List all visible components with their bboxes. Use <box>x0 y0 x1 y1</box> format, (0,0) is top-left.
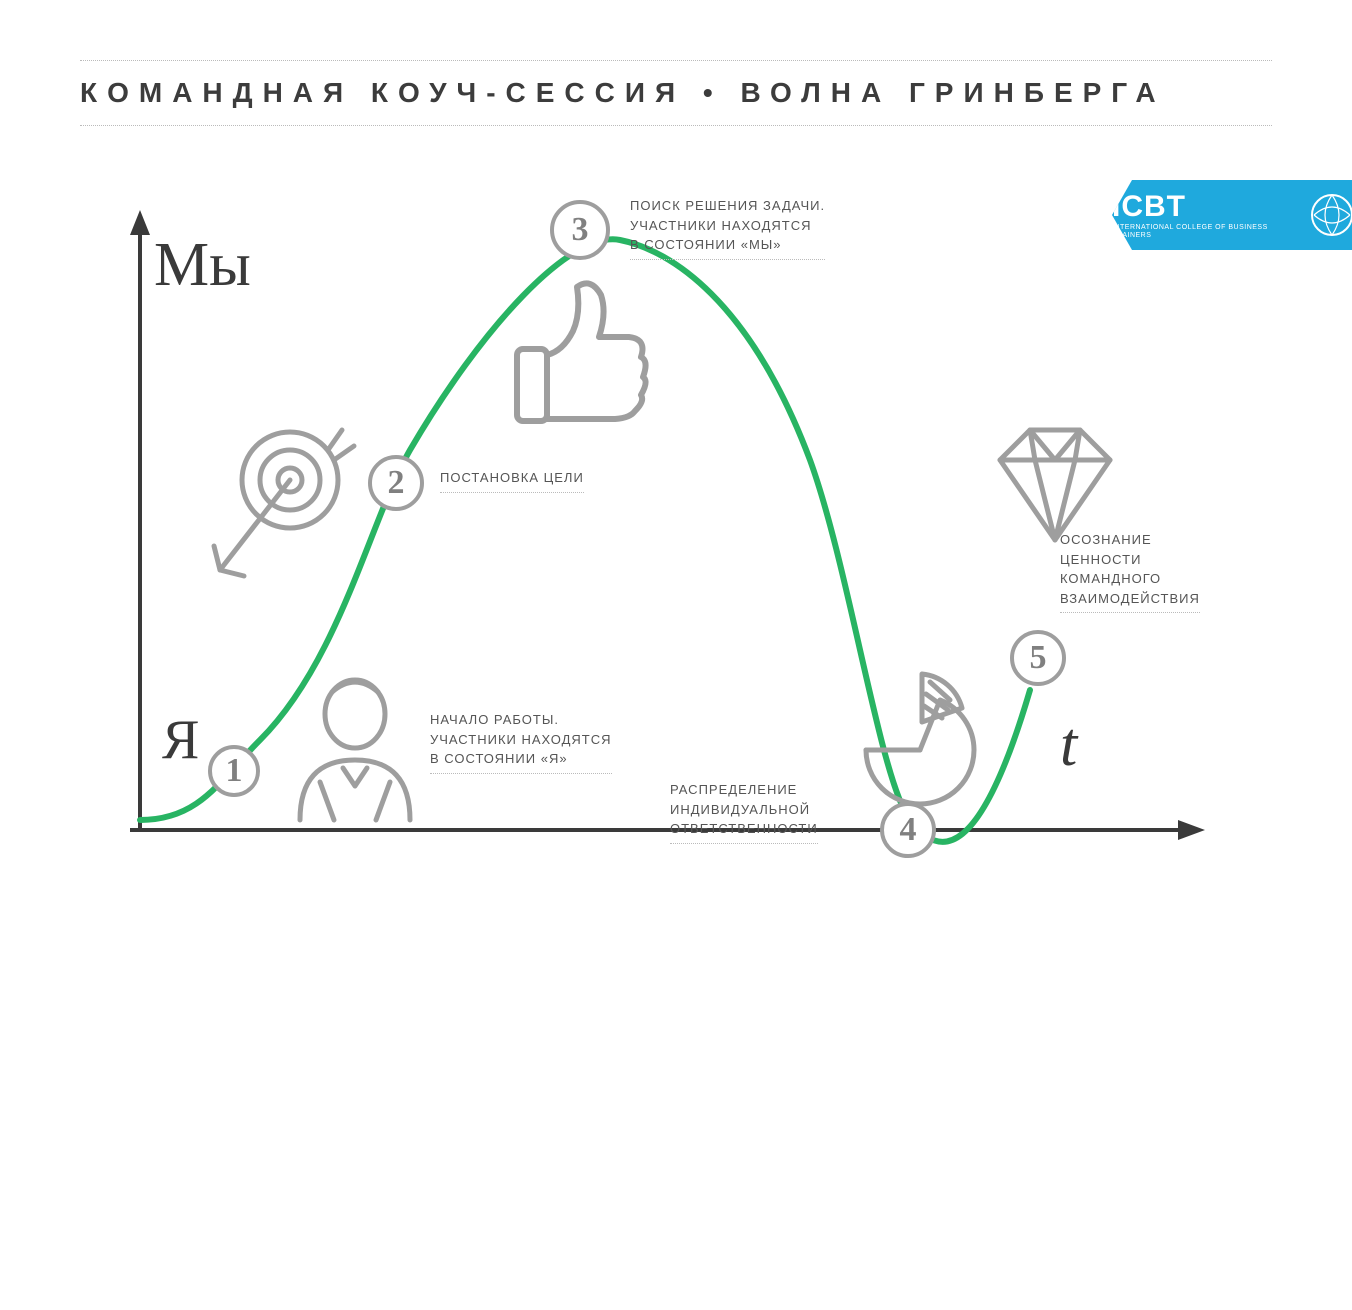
stage-badge-3: 3 <box>550 200 610 260</box>
stage-caption-4: РАСПРЕДЕЛЕНИЕ ИНДИВИДУАЛЬНОЙ ОТВЕТСТВЕНН… <box>670 780 818 844</box>
stage-caption-1: НАЧАЛО РАБОТЫ. УЧАСТНИКИ НАХОДЯТСЯ В СОС… <box>430 710 612 774</box>
diamond-icon <box>980 420 1352 1060</box>
title-band: КОМАНДНАЯ КОУЧ-СЕССИЯ • ВОЛНА ГРИНБЕРГА <box>80 60 1272 126</box>
stage-badge-4: 4 <box>880 802 936 858</box>
stage-caption-5: ОСОЗНАНИЕ ЦЕННОСТИ КОМАНДНОГО ВЗАИМОДЕЙС… <box>1060 530 1200 613</box>
chart-area: Мы Я t <box>110 220 1210 860</box>
stage-caption-2: ПОСТАНОВКА ЦЕЛИ <box>440 468 584 493</box>
stage-badge-2: 2 <box>368 455 424 511</box>
logo-main: ICBT <box>1112 190 1186 223</box>
page-title: КОМАНДНАЯ КОУЧ-СЕССИЯ • ВОЛНА ГРИНБЕРГА <box>80 77 1272 109</box>
stage-caption-3: ПОИСК РЕШЕНИЯ ЗАДАЧИ. УЧАСТНИКИ НАХОДЯТС… <box>630 196 825 260</box>
globe-icon <box>1310 193 1352 237</box>
axis-label-we: Мы <box>154 230 251 301</box>
stage-badge-1: 1 <box>208 745 260 797</box>
y-axis <box>130 210 150 830</box>
axis-label-i: Я <box>162 708 199 772</box>
stage-badge-5: 5 <box>1010 630 1066 686</box>
